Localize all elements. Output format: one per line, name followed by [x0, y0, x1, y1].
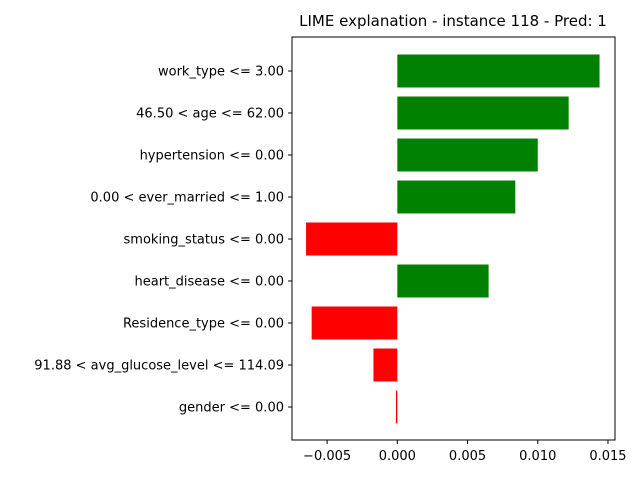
x-tick-label: 0.015: [589, 449, 626, 464]
bar-2: [397, 138, 538, 172]
y-tick-label: 91.88 < avg_glucose_level <= 114.09: [34, 359, 284, 374]
y-tick-label: 46.50 < age <= 62.00: [136, 107, 284, 122]
bar-8: [395, 390, 398, 424]
y-tick-label: work_type <= 3.00: [158, 65, 284, 80]
x-tick-label: 0.005: [449, 449, 486, 464]
chart-title: LIME explanation - instance 118 - Pred: …: [299, 12, 607, 30]
y-tick-label: smoking_status <= 0.00: [124, 233, 284, 248]
bar-6: [311, 306, 398, 340]
y-tick-label: heart_disease <= 0.00: [134, 275, 284, 290]
x-tick-label: −0.005: [303, 449, 351, 464]
bars-layer: [306, 54, 600, 424]
bar-4: [306, 222, 398, 256]
y-tick-label: hypertension <= 0.00: [140, 149, 284, 164]
x-tick-layer: −0.005 0.000 0.005 0.010 0.015: [303, 440, 627, 464]
y-tick-label: Residence_type <= 0.00: [123, 317, 284, 332]
bar-3: [397, 180, 516, 214]
y-tick-label: 0.00 < ever_married <= 1.00: [90, 191, 284, 206]
x-tick-label: 0.010: [519, 449, 556, 464]
y-tick-layer: work_type <= 3.00 46.50 < age <= 62.00 hyp…: [34, 65, 292, 416]
bar-5: [397, 264, 489, 298]
x-tick-label: 0.000: [379, 449, 416, 464]
bar-0: [397, 54, 600, 88]
plot-frame: [291, 36, 616, 441]
bar-1: [397, 96, 569, 130]
bar-7: [373, 348, 398, 382]
y-tick-label: gender <= 0.00: [179, 401, 284, 416]
